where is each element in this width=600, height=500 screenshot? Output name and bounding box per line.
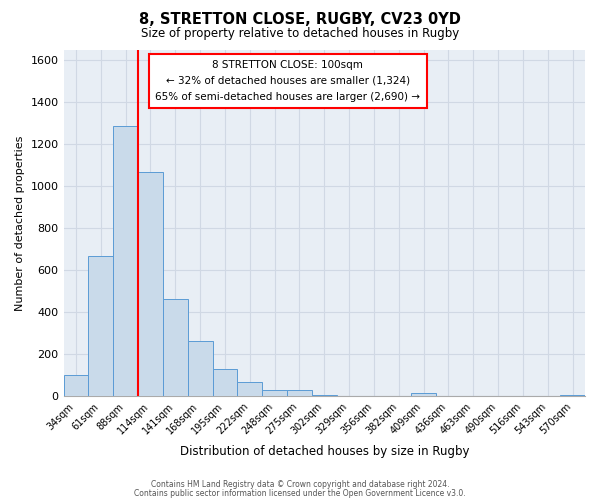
Bar (113, 126, 138, 396)
Text: 8, STRETTON CLOSE, RUGBY, CV23 0YD: 8, STRETTON CLOSE, RUGBY, CV23 0YD (139, 12, 461, 28)
Text: Contains HM Land Registry data © Crown copyright and database right 2024.: Contains HM Land Registry data © Crown c… (151, 480, 449, 489)
Bar (287, 390, 312, 396)
Bar (88, 256, 113, 396)
X-axis label: Distribution of detached houses by size in Rugby: Distribution of detached houses by size … (179, 444, 469, 458)
Text: Size of property relative to detached houses in Rugby: Size of property relative to detached ho… (141, 28, 459, 40)
Bar (238, 382, 262, 396)
Text: 8 STRETTON CLOSE: 100sqm
← 32% of detached houses are smaller (1,324)
65% of sem: 8 STRETTON CLOSE: 100sqm ← 32% of detach… (155, 60, 420, 102)
Bar (411, 393, 436, 396)
Bar (188, 340, 212, 396)
Bar (262, 390, 287, 396)
Bar (212, 370, 238, 396)
Bar (163, 298, 188, 396)
Bar (138, 172, 163, 396)
Text: Contains public sector information licensed under the Open Government Licence v3: Contains public sector information licen… (134, 489, 466, 498)
Bar (560, 394, 585, 396)
Y-axis label: Number of detached properties: Number of detached properties (15, 136, 25, 311)
Bar (64, 376, 88, 396)
Bar (312, 394, 337, 396)
